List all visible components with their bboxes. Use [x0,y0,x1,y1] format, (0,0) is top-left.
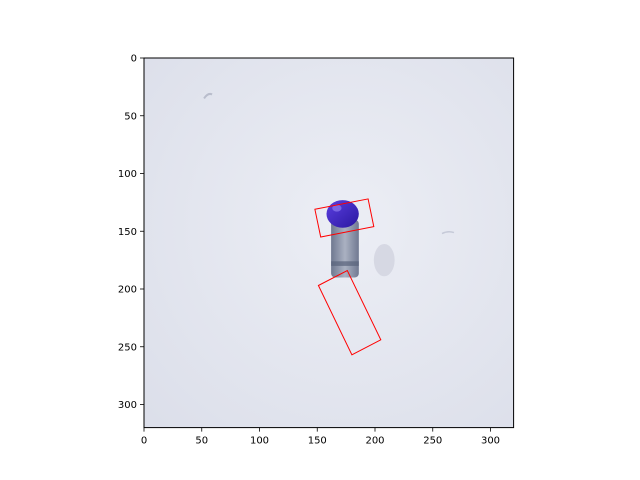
photo-image [144,58,514,428]
y-tick-label: 50 [124,111,137,122]
x-tick-label: 0 [141,436,147,447]
y-tick-label: 0 [131,54,137,65]
cap-highlight [332,204,342,212]
axes-frame [143,57,515,429]
y-axis: 0 50 100 150 200 250 300 [118,54,144,411]
bottle-label-band [331,261,359,266]
x-tick-label: 50 [195,436,208,447]
target-region-box [317,269,382,356]
surface-mark [203,92,213,100]
surface-mark [441,231,455,235]
x-tick-label: 150 [308,436,327,447]
y-tick-label: 150 [118,227,137,238]
bottle-cap-box [314,198,375,238]
photo-background [144,58,514,428]
bottle-shadow [373,243,395,277]
y-tick-label: 100 [118,169,137,180]
y-tick-label: 200 [118,285,137,296]
x-axis: 0 50 100 150 200 250 300 [141,427,500,447]
bounding-boxes [314,198,382,356]
x-tick-label: 250 [423,436,442,447]
x-tick-label: 100 [250,436,269,447]
y-tick-label: 300 [118,400,137,411]
bottle-body [331,219,359,278]
x-tick-label: 300 [481,436,500,447]
y-tick-label: 250 [118,342,137,353]
x-tick-label: 200 [365,436,384,447]
